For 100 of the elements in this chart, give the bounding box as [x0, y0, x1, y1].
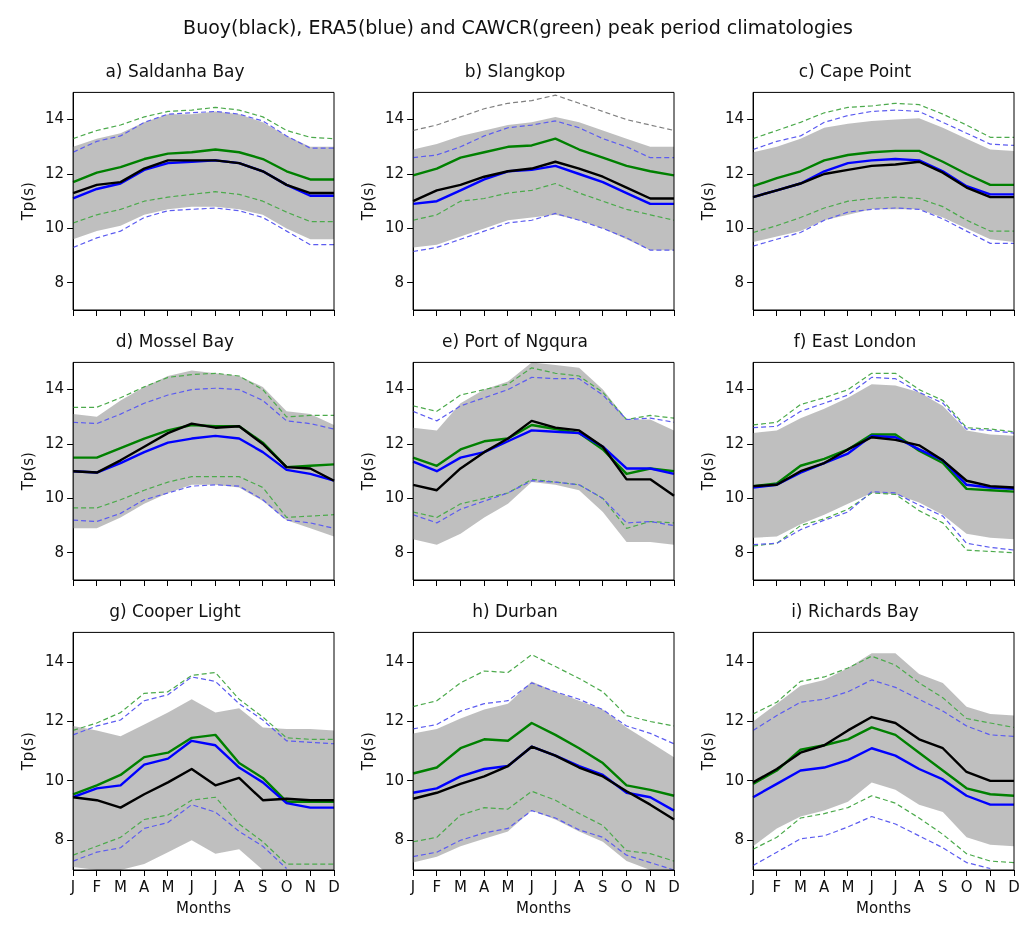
y-tick-label: 12	[384, 163, 405, 182]
y-tick-label: 10	[44, 488, 65, 507]
y-axis-title: Tp(s)	[358, 452, 377, 492]
line-series	[412, 94, 675, 132]
x-tick-label: J	[69, 877, 76, 896]
x-tick-label: M	[794, 877, 807, 896]
line-series	[72, 796, 335, 865]
y-tick-label: 14	[724, 651, 745, 670]
line-series	[752, 102, 1015, 140]
x-tick-label: J	[892, 877, 898, 896]
y-tick-label: 12	[384, 711, 405, 730]
line-series	[412, 120, 675, 159]
y-axis-title: Tp(s)	[18, 732, 37, 772]
x-tick-label: D	[328, 877, 340, 896]
x-tick-label: M	[454, 877, 467, 896]
y-tick-label: 10	[724, 770, 745, 789]
y-axis-title: Tp(s)	[18, 182, 37, 222]
line-series	[72, 387, 335, 430]
chart-title: a) Saldanha Bay	[105, 60, 245, 81]
y-tick-label: 8	[394, 272, 405, 291]
y-tick-label: 10	[384, 770, 405, 789]
line-series	[412, 367, 675, 421]
line-series	[752, 815, 991, 870]
line-series	[412, 682, 675, 745]
chart-title: b) Slangkop	[464, 60, 566, 81]
x-tick-label: J	[188, 877, 194, 896]
x-tick-label: M	[501, 877, 515, 896]
y-tick-label: 8	[734, 830, 745, 849]
y-tick-label: 8	[394, 542, 405, 561]
line-series	[72, 106, 335, 140]
y-tick-label: 8	[54, 542, 65, 561]
x-axis-title: Months	[856, 898, 912, 917]
y-axis-title: Tp(s)	[18, 452, 37, 492]
x-tick-label: D	[1008, 877, 1020, 896]
y-tick-label: 8	[54, 830, 65, 849]
x-tick-label: F	[772, 877, 782, 896]
y-tick-label: 12	[384, 433, 405, 452]
x-tick-label: A	[139, 877, 151, 896]
x-tick-label: J	[212, 877, 218, 896]
y-tick-label: 12	[44, 163, 65, 182]
y-tick-label: 12	[44, 711, 65, 730]
y-axis-title: Tp(s)	[358, 732, 377, 772]
line-series	[752, 207, 1015, 247]
text: Buoy(black), ERA5(blue) and CAWCR(green) peak period climatologies	[182, 16, 854, 38]
y-tick-label: 8	[734, 542, 745, 561]
x-tick-label: O	[620, 877, 633, 896]
y-axis-title: Tp(s)	[698, 732, 717, 772]
x-axis-title: Months	[176, 898, 232, 917]
line-series	[72, 476, 335, 519]
chart-title: h) Durban	[472, 600, 558, 621]
x-tick-label: S	[258, 877, 268, 896]
y-tick-label: 10	[44, 770, 65, 789]
y-tick-label: 10	[724, 218, 745, 237]
y-tick-label: 14	[384, 109, 405, 128]
y-tick-label: 12	[724, 433, 745, 452]
line-series	[72, 110, 335, 153]
y-tick-label: 8	[54, 272, 65, 291]
line-series	[72, 372, 335, 418]
chart-title: d) Mossel Bay	[115, 330, 235, 351]
x-tick-label: N	[984, 877, 996, 896]
line-series	[72, 207, 335, 249]
x-tick-label: N	[644, 877, 656, 896]
y-axis-title: Tp(s)	[358, 182, 377, 222]
y-tick-label: 10	[384, 488, 405, 507]
y-tick-label: 14	[44, 379, 65, 398]
x-tick-label: J	[528, 877, 534, 896]
y-tick-label: 10	[44, 218, 65, 237]
y-tick-label: 10	[384, 218, 405, 237]
y-tick-label: 12	[724, 163, 745, 182]
x-tick-label: A	[819, 877, 831, 896]
chart-title: c) Cape Point	[798, 60, 912, 81]
x-axis-title: Months	[516, 898, 572, 917]
x-tick-label: S	[938, 877, 948, 896]
y-tick-label: 8	[734, 272, 745, 291]
x-tick-label: S	[598, 877, 608, 896]
y-tick-label: 14	[44, 109, 65, 128]
x-tick-label: J	[749, 877, 756, 896]
y-tick-label: 8	[394, 830, 405, 849]
line-series	[72, 804, 288, 870]
line-series	[412, 212, 675, 253]
x-tick-label: A	[233, 877, 245, 896]
line-series	[752, 679, 1015, 737]
x-tick-label: M	[841, 877, 855, 896]
chart-title: f) East London	[793, 330, 917, 351]
y-tick-label: 14	[44, 651, 65, 670]
y-tick-label: 14	[724, 379, 745, 398]
x-tick-label: J	[868, 877, 874, 896]
line-series	[752, 795, 1015, 864]
x-tick-label: F	[92, 877, 102, 896]
y-tick-label: 10	[724, 488, 745, 507]
y-axis-title: Tp(s)	[698, 182, 717, 222]
x-tick-label: J	[409, 877, 416, 896]
y-axis-title: Tp(s)	[698, 452, 717, 492]
x-tick-label: D	[668, 877, 680, 896]
x-tick-label: A	[479, 877, 491, 896]
x-tick-label: J	[552, 877, 558, 896]
y-tick-label: 14	[724, 109, 745, 128]
y-tick-label: 12	[44, 433, 65, 452]
line-series	[752, 196, 1015, 234]
chart-title: g) Cooper Light	[109, 600, 242, 621]
